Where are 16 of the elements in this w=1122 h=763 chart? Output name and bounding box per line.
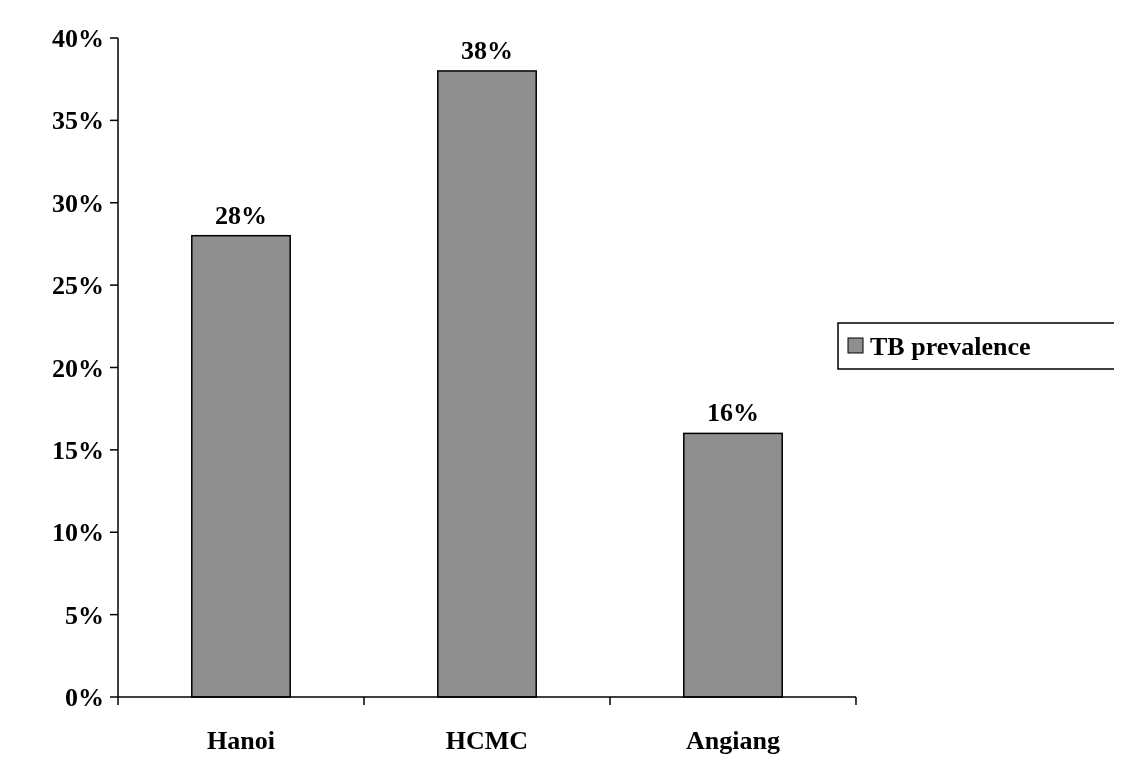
x-tick-label: Angiang [686,726,780,755]
legend-label: TB prevalence [870,332,1031,362]
data-label: 28% [215,200,267,230]
y-tick-label: 30% [52,188,104,218]
y-tick-label: 20% [52,353,104,383]
y-tick-label: 15% [52,435,104,465]
data-label: 38% [461,35,513,65]
y-tick-label: 10% [52,518,104,548]
y-tick-label: 0% [65,683,104,713]
x-tick-label: Hanoi [207,726,275,755]
data-label: 16% [707,398,759,428]
y-tick-label: 25% [52,271,104,301]
y-tick-label: 5% [65,600,104,630]
y-tick-label: 35% [52,106,104,136]
y-tick-label: 40% [52,24,104,54]
x-tick-label: HCMC [445,726,529,755]
